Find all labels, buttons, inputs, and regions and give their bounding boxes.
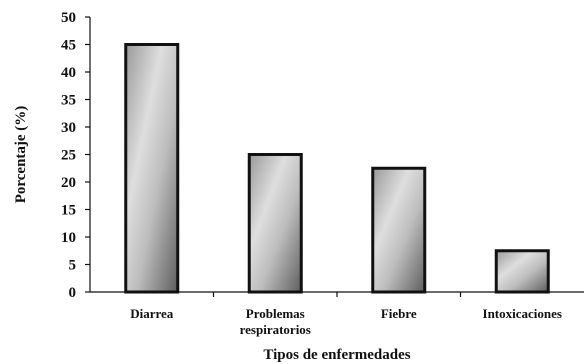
y-axis-title: Porcentaje (%) [13,106,29,204]
y-tick-label: 5 [69,258,77,274]
y-tick-label: 20 [61,175,76,191]
y-tick-label: 25 [61,148,76,164]
x-tick-label: Intoxicaciones [483,306,562,321]
bars [124,43,550,294]
x-tick-label: respiratorios [240,322,311,337]
bar [124,43,180,294]
x-tick-label: Fiebre [381,306,417,321]
y-tick-label: 35 [61,93,76,109]
labels: 0 5 10 15 20 25 30 35 40 45 50 Diarrea Problemasresp… [61,10,562,337]
y-tick-label: 45 [61,38,76,54]
bar [247,153,303,294]
y-tick-label: 0 [69,285,77,301]
y-tick-label: 10 [61,230,76,246]
x-tick-label: Problemas [246,306,305,321]
x-axis-title: Tipos de enfermedades [263,347,410,363]
y-tick-label: 40 [61,65,76,81]
y-tick-label: 15 [61,203,76,219]
bar [371,166,427,294]
x-tick-label: Diarrea [130,306,174,321]
y-tick-label: 50 [61,10,76,26]
y-tick-label: 30 [61,120,76,136]
bar [494,249,550,294]
